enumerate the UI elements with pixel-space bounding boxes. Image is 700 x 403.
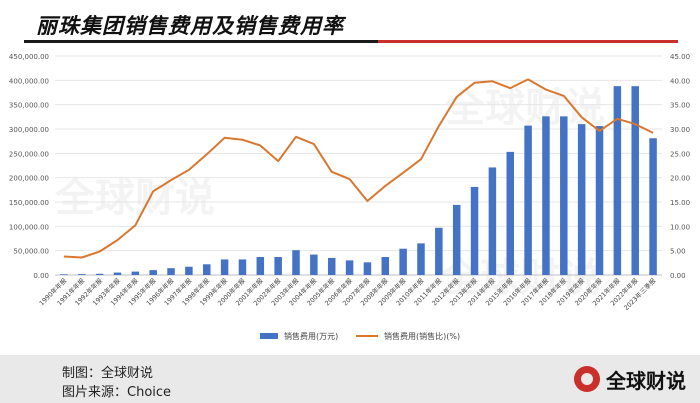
bar	[506, 151, 514, 275]
bar	[220, 259, 229, 275]
brand: 全球财说	[574, 365, 686, 393]
bar-series	[60, 86, 657, 276]
bar	[613, 86, 622, 275]
title-bar: 丽珠集团销售费用及销售费用率	[0, 0, 700, 48]
left-axis-ticks: 0.00 50,000.00 100,000.00 150,000.00 200,000…	[9, 53, 49, 280]
bar	[149, 270, 157, 275]
right-tick-label: 0.00	[670, 272, 686, 280]
bar	[78, 274, 86, 275]
legend-bar-swatch	[260, 333, 278, 339]
legend: 销售费用(万元) 销售费用(销售比)(%)	[260, 331, 460, 341]
line-series	[63, 78, 654, 259]
sales-ratio-line	[63, 78, 654, 259]
watermark-right-bottom: 全球财说	[440, 255, 600, 301]
title-underline-accent	[378, 40, 678, 43]
bar	[470, 186, 479, 275]
right-tick-label: 45.00	[670, 53, 690, 61]
chart-title: 丽珠集团销售费用及销售费用率	[36, 14, 344, 38]
right-tick-label: 15.00	[670, 199, 690, 207]
bar	[327, 257, 336, 275]
bar	[595, 126, 604, 275]
right-tick-label: 20.00	[670, 175, 690, 183]
bar	[95, 273, 104, 275]
right-tick-label: 30.00	[670, 126, 690, 134]
brand-name: 全球财说	[606, 368, 686, 393]
bar	[310, 254, 318, 275]
left-tick-label: 300,000.00	[9, 126, 49, 134]
right-tick-label: 5.00	[670, 248, 686, 256]
bar	[560, 116, 568, 275]
left-tick-label: 250,000.00	[9, 150, 49, 158]
bar	[345, 260, 354, 275]
left-tick-label: 450,000.00	[9, 53, 49, 61]
bar	[452, 204, 461, 275]
bar	[363, 262, 372, 275]
bar	[185, 266, 193, 275]
left-tick-label: 400,000.00	[9, 77, 49, 85]
watermark-left: 全球财说	[55, 175, 215, 221]
x-axis-ticks: 1990年年报1991年年报1992年年报1993年年报1994年年报1995年…	[37, 276, 658, 312]
watermark-right-top: 全球财说	[445, 85, 605, 131]
left-tick-label: 100,000.00	[9, 223, 49, 231]
right-tick-label: 35.00	[670, 102, 690, 110]
bar	[256, 256, 265, 275]
bar	[131, 271, 140, 275]
bar	[274, 256, 282, 275]
footer: 制图：全球财说 图片来源：Choice 全球财说	[0, 355, 700, 403]
bar	[524, 125, 532, 276]
legend-bar-label: 销售费用(万元)	[284, 331, 338, 341]
bar	[238, 259, 247, 275]
bar	[381, 256, 390, 275]
footer-source: 图片来源：Choice	[62, 385, 172, 400]
legend-line-label: 销售费用(销售比)(%)	[384, 331, 460, 341]
brand-logo-icon	[574, 366, 600, 392]
right-axis-ticks: 0.00 5.00 10.00 15.00 20.00 25.00 30.00 35.00 40…	[670, 53, 690, 280]
footer-maker: 制图：全球财说	[62, 366, 154, 381]
bar	[631, 86, 639, 275]
bar	[113, 272, 122, 275]
left-tick-label: 150,000.00	[9, 199, 49, 207]
title-underline	[24, 40, 384, 43]
bar	[488, 167, 497, 275]
bar	[203, 264, 211, 275]
bar	[417, 243, 425, 275]
bar	[649, 138, 657, 275]
bar	[435, 227, 443, 275]
bar	[542, 116, 550, 275]
left-tick-label: 0.00	[33, 272, 49, 280]
left-tick-label: 50,000.00	[13, 248, 49, 256]
bar	[60, 274, 68, 275]
gridlines	[55, 55, 662, 276]
bar	[399, 248, 407, 275]
left-tick-label: 350,000.00	[9, 102, 49, 110]
right-tick-label: 40.00	[670, 77, 690, 85]
chart-area: 0.00 50,000.00 100,000.00 150,000.00 200,000…	[9, 53, 690, 341]
bar	[292, 250, 300, 275]
right-tick-label: 25.00	[670, 150, 690, 158]
bar	[577, 124, 586, 275]
left-tick-label: 200,000.00	[9, 175, 49, 183]
bar	[167, 268, 175, 275]
right-tick-label: 10.00	[670, 223, 690, 231]
